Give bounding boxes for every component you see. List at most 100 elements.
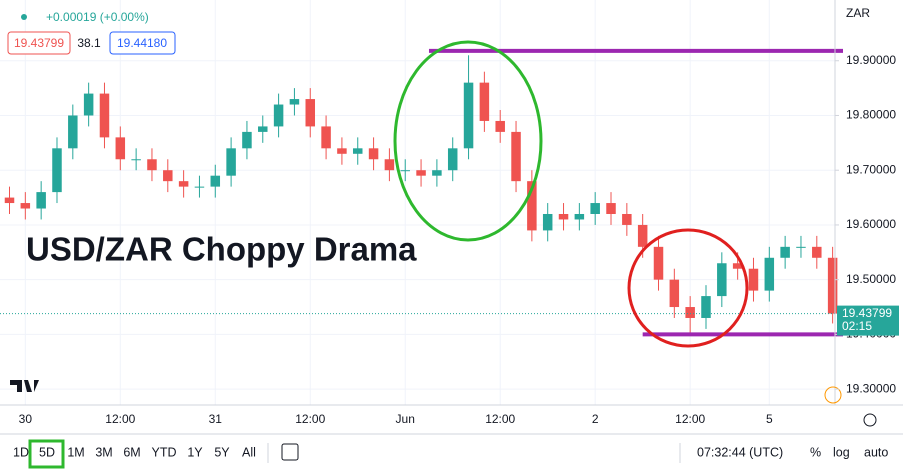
- candle-body: [542, 213, 553, 231]
- spread: 38.1: [77, 36, 101, 50]
- change: +0.00019 (+0.00%): [46, 10, 149, 24]
- candle-body: [527, 181, 537, 231]
- candle-body: [701, 296, 711, 318]
- candle-body: [384, 159, 395, 171]
- candle-body: [622, 213, 632, 225]
- x-tick-label: Jun: [396, 412, 415, 426]
- candle-body: [305, 99, 316, 127]
- y-tick-label: 19.30000: [846, 381, 896, 395]
- candle-body: [68, 115, 78, 149]
- candle-body: [4, 197, 15, 204]
- ask: 19.44180: [117, 36, 167, 50]
- date-range-icon[interactable]: [281, 443, 299, 461]
- range-button[interactable]: 3M: [95, 445, 112, 459]
- range-button[interactable]: All: [242, 445, 256, 459]
- range-button[interactable]: YTD: [152, 445, 177, 459]
- candle-body: [194, 186, 205, 188]
- range-button[interactable]: 5D: [39, 445, 55, 459]
- candle-body: [653, 246, 664, 280]
- candle-body: [717, 263, 727, 297]
- candle-body: [36, 192, 46, 209]
- x-tick-label: 30: [19, 412, 33, 426]
- candle-body: [685, 307, 695, 318]
- candle-body: [178, 181, 189, 187]
- candle-body: [210, 175, 221, 187]
- candle-body: [606, 203, 616, 214]
- log-toggle[interactable]: log: [833, 445, 850, 459]
- range-button[interactable]: 1D: [13, 445, 29, 459]
- candle-body: [115, 137, 126, 160]
- chart-title: USD/ZAR Choppy Drama: [26, 231, 417, 268]
- candle-body: [258, 126, 268, 132]
- candle-body: [432, 170, 442, 176]
- candle-body: [368, 148, 379, 160]
- candle-body: [321, 126, 331, 149]
- settings-icon[interactable]: [863, 413, 877, 427]
- candle-body: [827, 257, 838, 314]
- last-price-label: 19.43799: [842, 306, 892, 320]
- percent-toggle[interactable]: %: [810, 445, 821, 459]
- candle-body: [147, 159, 157, 171]
- clock: 07:32:44 (UTC): [697, 445, 783, 459]
- candle-body: [99, 93, 110, 138]
- currency[interactable]: ZAR: [846, 6, 870, 20]
- candle-body: [131, 159, 141, 161]
- y-tick-label: 19.90000: [846, 53, 896, 67]
- range-button[interactable]: 1M: [67, 445, 84, 459]
- candle-body: [812, 246, 822, 258]
- candle-body: [337, 148, 347, 154]
- bid-box[interactable]: [7, 31, 71, 55]
- ask-box[interactable]: [109, 31, 176, 55]
- x-tick-label: 12:00: [675, 412, 705, 426]
- candle-body: [732, 263, 743, 269]
- x-tick-label: 5: [766, 412, 773, 426]
- highlight-ellipse: [393, 40, 543, 242]
- y-tick-label: 19.70000: [846, 162, 896, 176]
- candle-body: [447, 148, 458, 171]
- logo: [10, 380, 39, 392]
- highlight-ellipse: [627, 228, 749, 348]
- candle-body: [52, 148, 62, 193]
- candle-body: [400, 170, 410, 172]
- candle-body: [273, 104, 284, 127]
- y-tick-label: 19.80000: [846, 108, 896, 122]
- candle-body: [495, 120, 505, 132]
- alert-icon[interactable]: [824, 386, 842, 404]
- candle-body: [352, 148, 363, 154]
- y-tick-label: 19.50000: [846, 272, 896, 286]
- candle-body: [764, 257, 775, 291]
- range-button[interactable]: 5Y: [214, 445, 230, 459]
- x-tick-label: 31: [209, 412, 223, 426]
- candle-body: [796, 246, 806, 248]
- y-tick-label: 19.60000: [846, 217, 896, 231]
- candle-body: [163, 170, 173, 182]
- candle-body: [463, 82, 474, 149]
- candle-body: [416, 170, 426, 176]
- candle-body: [479, 82, 490, 121]
- candle-body: [590, 203, 600, 214]
- status-dot: [21, 14, 27, 20]
- candle-body: [289, 99, 300, 105]
- candle-body: [20, 203, 31, 209]
- candle-body: [226, 148, 236, 176]
- candle-body: [637, 224, 648, 247]
- range-highlight: [28, 439, 65, 469]
- countdown: 02:15: [842, 319, 872, 333]
- candle-body: [574, 213, 585, 220]
- bid: 19.43799: [14, 36, 64, 50]
- candle-body: [83, 93, 94, 116]
- candle-body: [558, 213, 569, 220]
- candle-body: [748, 268, 759, 291]
- x-tick-label: 12:00: [105, 412, 135, 426]
- candle-body: [669, 279, 680, 308]
- x-tick-label: 12:00: [485, 412, 515, 426]
- x-tick-label: 12:00: [295, 412, 325, 426]
- auto-toggle[interactable]: auto: [864, 445, 888, 459]
- range-button[interactable]: 1Y: [187, 445, 203, 459]
- candle-body: [780, 246, 790, 258]
- range-button[interactable]: 6M: [123, 445, 140, 459]
- x-tick-label: 2: [592, 412, 599, 426]
- last-price-box: [837, 305, 899, 336]
